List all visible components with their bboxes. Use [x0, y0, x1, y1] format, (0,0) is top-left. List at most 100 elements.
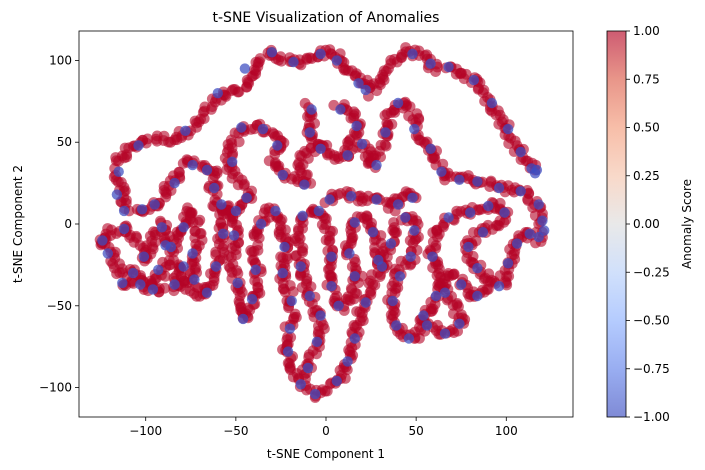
colorbar-tick-label: −0.25: [633, 265, 670, 279]
colorbar-tick-label: −1.00: [633, 410, 670, 424]
anomaly-point: [351, 120, 362, 132]
anomaly-point: [230, 205, 242, 217]
colorbar-tick-label: 0.50: [633, 121, 660, 135]
anomaly-point: [454, 174, 465, 185]
normal-point: [482, 284, 494, 295]
normal-point: [210, 249, 222, 261]
anomaly-point: [387, 295, 398, 307]
anomaly-point: [333, 300, 344, 311]
anomaly-point: [409, 123, 420, 135]
colorbar-tick-label: −0.75: [633, 362, 670, 376]
anomaly-point: [344, 248, 355, 259]
anomaly-point: [250, 264, 261, 275]
anomaly-point: [178, 261, 189, 272]
anomaly-point: [216, 199, 227, 210]
anomaly-point: [425, 58, 436, 69]
anomaly-point: [187, 159, 198, 171]
anomaly-point: [385, 238, 397, 249]
colorbar-gradient: [607, 31, 626, 417]
anomaly-point: [360, 297, 371, 308]
anomaly-point: [299, 179, 310, 190]
anomaly-point: [118, 223, 130, 235]
y-tick-label: −50: [47, 299, 72, 313]
y-tick-label: −100: [39, 381, 72, 395]
normal-point: [400, 42, 411, 53]
normal-point: [324, 263, 336, 275]
anomaly-point: [315, 310, 326, 321]
normal-point: [451, 205, 463, 217]
anomaly-point: [315, 143, 326, 154]
anomaly-point: [463, 241, 474, 253]
anomaly-point: [409, 225, 420, 236]
anomaly-point: [326, 251, 337, 262]
anomaly-point: [403, 333, 415, 344]
anomaly-point: [331, 55, 342, 66]
anomaly-point: [443, 61, 454, 73]
anomaly-point: [356, 138, 368, 150]
anomaly-point: [430, 290, 442, 302]
anomaly-point: [407, 192, 418, 203]
normal-point: [375, 139, 387, 151]
anomaly-point: [335, 104, 346, 115]
anomaly-point: [472, 290, 483, 302]
normal-point: [332, 189, 344, 201]
x-axis-ticks: −100 −50 0 50 100: [129, 417, 518, 438]
anomaly-point: [443, 212, 454, 223]
anomaly-point: [436, 166, 447, 177]
anomaly-point: [326, 281, 337, 292]
anomaly-point: [246, 294, 258, 305]
anomaly-point: [456, 279, 467, 290]
anomaly-point: [241, 192, 252, 203]
anomaly-point: [218, 228, 229, 239]
anomaly-point: [156, 222, 168, 233]
anomaly-point: [324, 194, 335, 205]
anomaly-point: [515, 146, 526, 158]
anomaly-point: [511, 238, 523, 249]
anomaly-point: [515, 186, 526, 197]
normal-point: [451, 299, 463, 311]
normal-point: [279, 286, 291, 298]
normal-point: [188, 288, 200, 299]
normal-point: [340, 373, 351, 384]
x-tick-label: −50: [223, 424, 248, 438]
anomaly-point: [468, 74, 479, 86]
normal-point: [276, 55, 287, 67]
anomaly-point: [160, 240, 171, 251]
normal-point: [159, 282, 171, 294]
anomaly-point: [201, 287, 213, 298]
normal-point: [448, 268, 459, 280]
anomaly-point: [537, 215, 548, 226]
colorbar-tick-label: 0.75: [633, 72, 660, 86]
anomaly-point: [353, 78, 364, 89]
anomaly-point: [257, 123, 269, 135]
normal-point: [404, 101, 416, 112]
anomaly-point: [295, 261, 306, 272]
anomaly-point: [272, 140, 283, 151]
x-tick-label: −100: [129, 424, 162, 438]
y-axis-ticks: −100 −50 0 50 100: [39, 53, 79, 395]
anomaly-point: [302, 362, 314, 374]
anomaly-point: [138, 251, 150, 262]
anomaly-point: [284, 323, 296, 334]
anomaly-point: [277, 169, 288, 181]
normal-point: [400, 259, 411, 271]
scatter-marks: [94, 42, 550, 403]
x-tick-label: 0: [322, 424, 330, 438]
anomaly-point: [349, 333, 360, 344]
y-tick-label: 100: [49, 53, 72, 67]
anomaly-point: [394, 271, 406, 282]
normal-point: [180, 284, 191, 295]
anomaly-point: [210, 261, 222, 272]
normal-point: [290, 235, 301, 247]
normal-point: [287, 286, 299, 298]
anomaly-point: [279, 241, 290, 253]
anomaly-point: [425, 143, 436, 154]
anomaly-point: [493, 281, 505, 292]
normal-point: [173, 166, 185, 178]
anomaly-point: [189, 274, 200, 285]
anomaly-point: [349, 271, 360, 282]
colorbar-tick-label: −0.50: [633, 314, 670, 328]
normal-point: [233, 136, 245, 148]
anomaly-point: [304, 290, 315, 302]
anomaly-point: [331, 375, 342, 387]
